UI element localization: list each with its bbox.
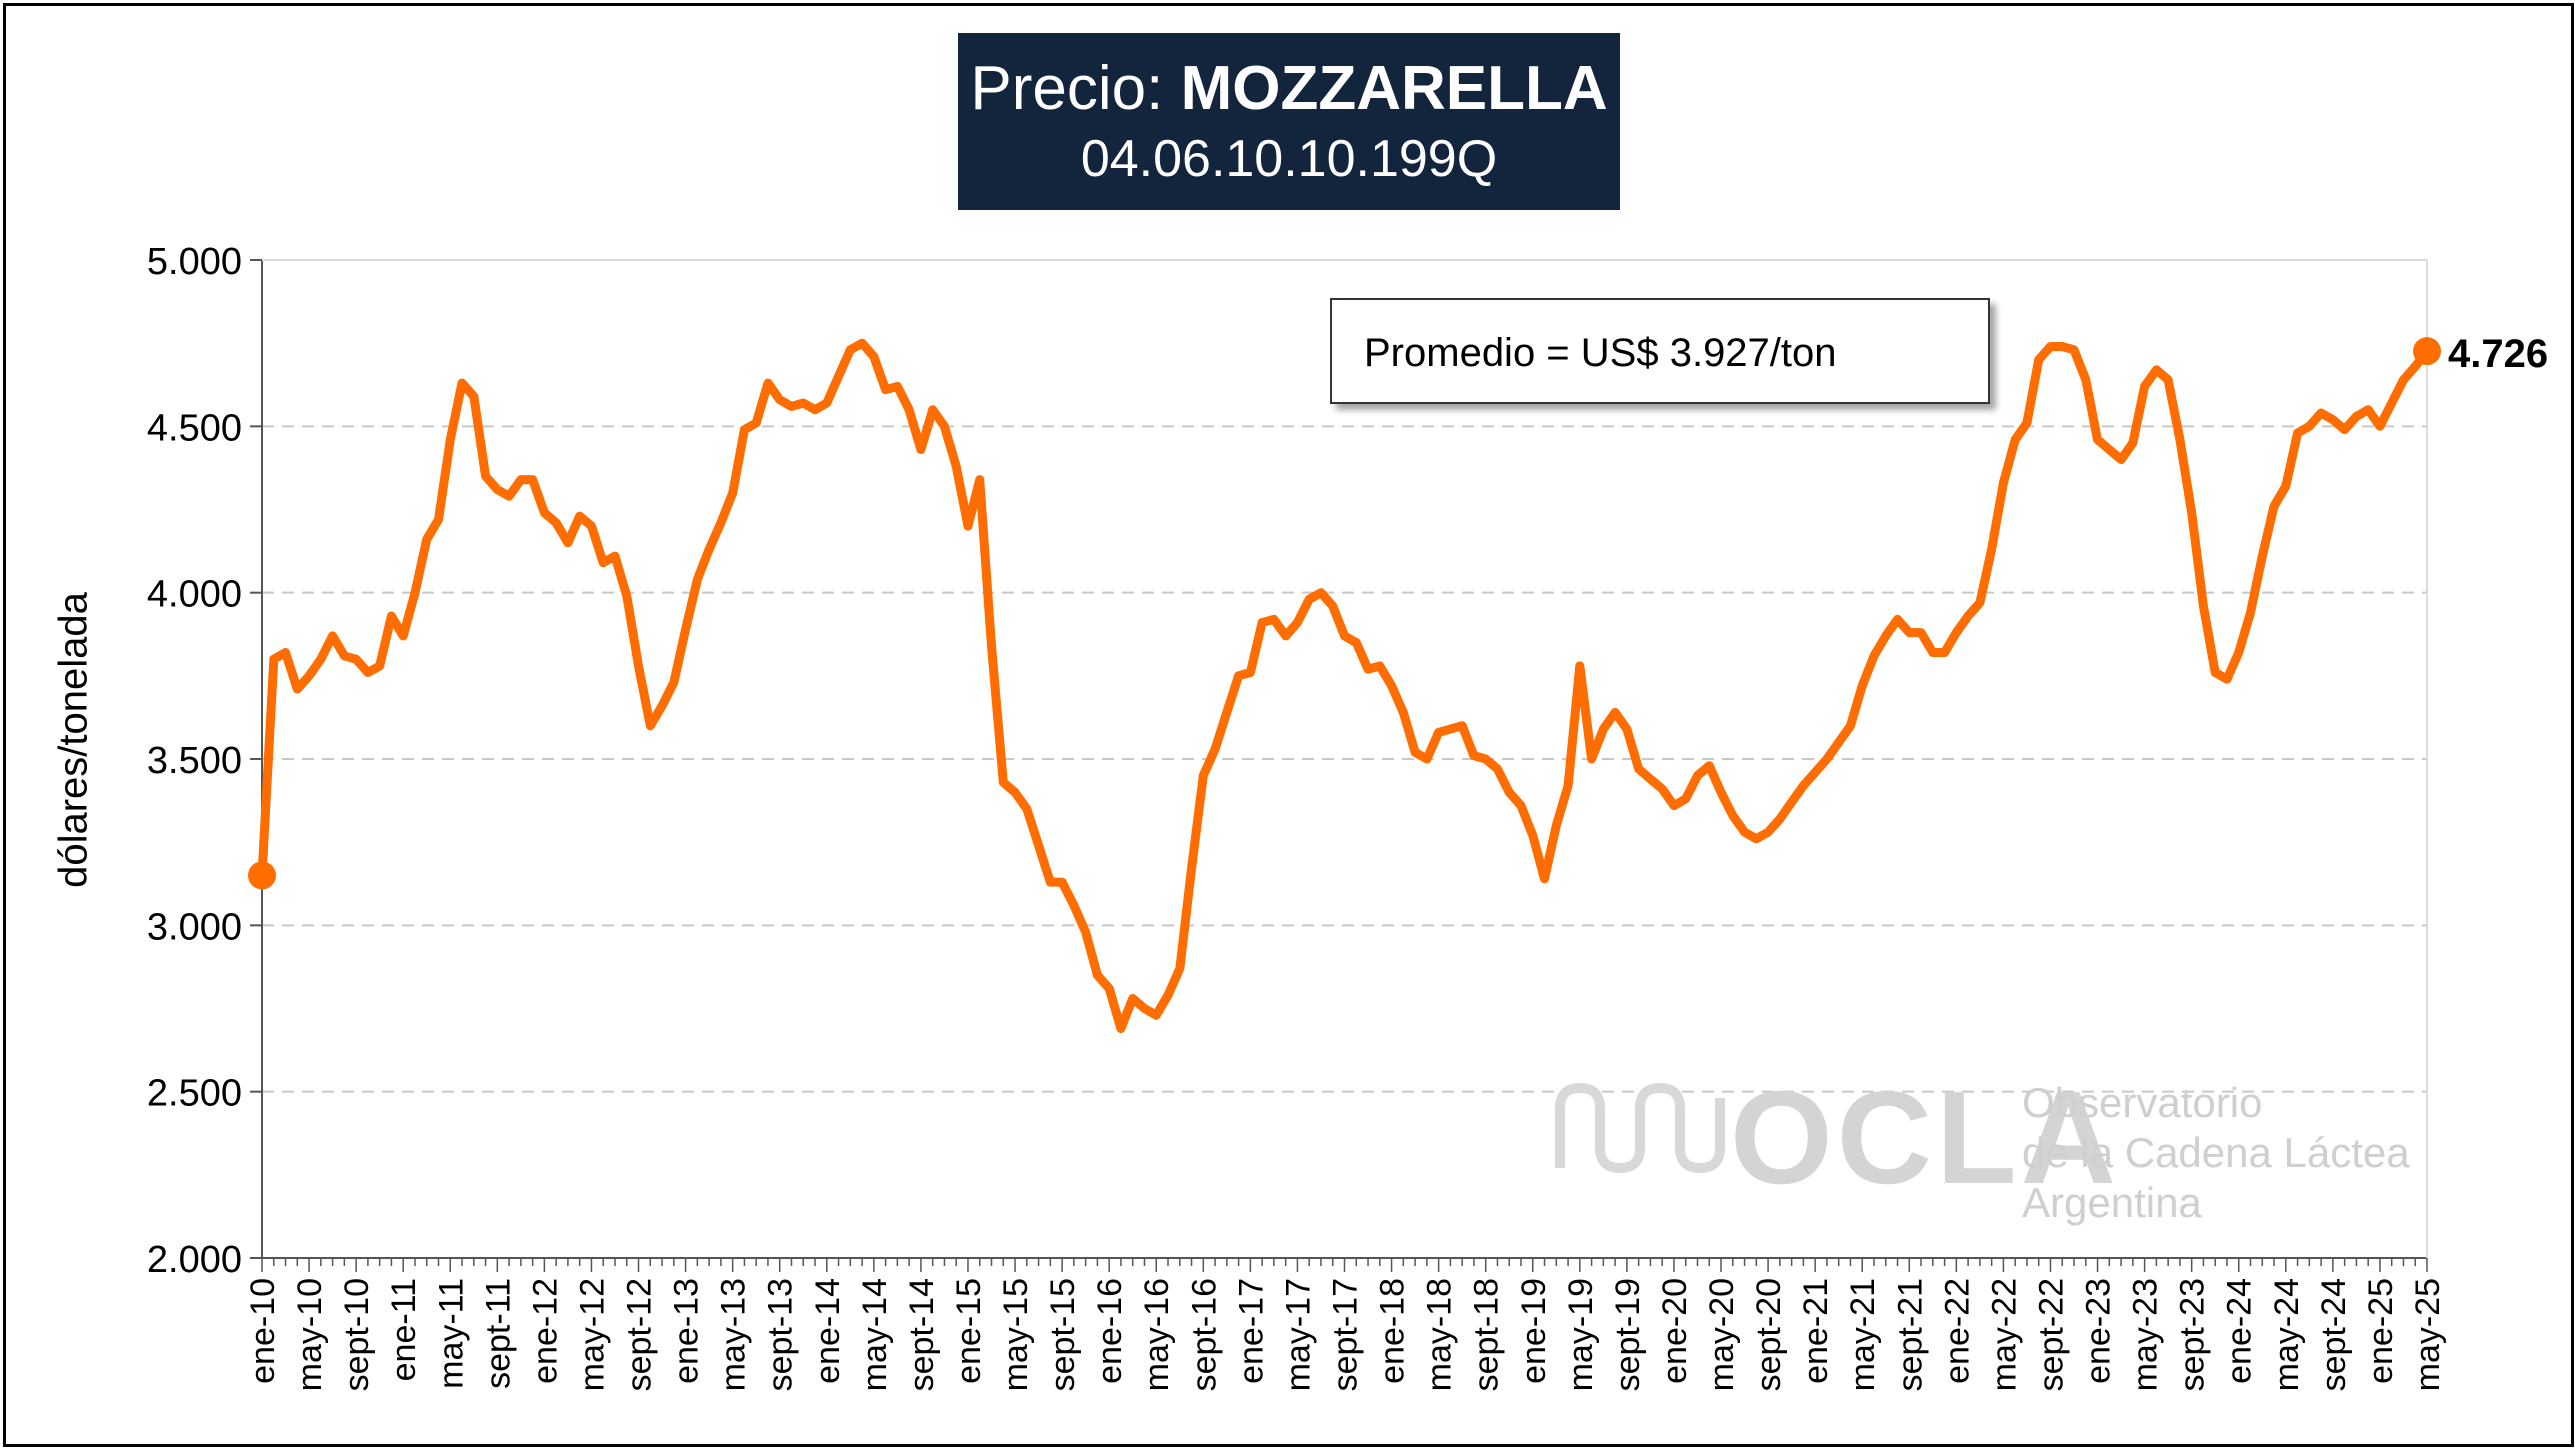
x-tick-label: may-18: [1421, 1278, 1459, 1391]
watermark-waves-icon: [1555, 1082, 1725, 1174]
y-tick-label: 4.000: [147, 574, 242, 616]
x-tick-label: may-13: [715, 1278, 753, 1391]
y-axis-label: dólares/tonelada: [51, 592, 96, 888]
x-tick-label: sept-11: [479, 1278, 517, 1389]
x-tick-label: ene-15: [950, 1278, 988, 1384]
x-tick-label: may-23: [2127, 1278, 2165, 1391]
x-tick-label: sept-14: [903, 1278, 941, 1391]
x-tick-label: may-22: [1985, 1278, 2023, 1391]
chart-title: Precio: MOZZARELLA: [970, 54, 1608, 123]
x-tick-label: ene-10: [244, 1278, 282, 1384]
chart-subtitle: 04.06.10.10.199Q: [1080, 130, 1498, 188]
end-point-marker: [2413, 337, 2441, 366]
x-tick-label: may-14: [856, 1278, 894, 1391]
x-tick-label: ene-17: [1232, 1278, 1270, 1384]
last-value-label: 4.726: [2448, 332, 2549, 376]
y-tick-label: 5.000: [147, 241, 242, 283]
x-tick-label: sept-10: [338, 1278, 376, 1391]
y-tick-label: 2.500: [147, 1073, 242, 1115]
x-tick-label: ene-22: [1938, 1278, 1976, 1384]
watermark-line1: Observatorio: [2022, 1079, 2263, 1126]
y-tick-label: 3.500: [147, 740, 242, 782]
x-tick-label: may-11: [432, 1278, 470, 1389]
x-tick-label: sept-15: [1044, 1278, 1082, 1391]
x-tick-label: ene-12: [526, 1278, 564, 1384]
x-tick-label: sept-12: [621, 1278, 659, 1391]
chart-frame: [3, 3, 2574, 1447]
x-tick-label: ene-13: [668, 1278, 706, 1384]
watermark-line2: de la Cadena Láctea: [2022, 1129, 2410, 1176]
x-tick-label: may-15: [997, 1278, 1035, 1391]
x-tick-label: sept-16: [1185, 1278, 1223, 1391]
average-annotation: Promedio = US$ 3.927/ton: [1330, 298, 1990, 404]
x-tick-label: ene-18: [1374, 1278, 1412, 1384]
x-tick-label: ene-25: [2362, 1278, 2400, 1384]
x-tick-label: sept-21: [1891, 1278, 1929, 1391]
x-tick-label: ene-24: [2221, 1278, 2259, 1384]
start-point-marker: [248, 861, 276, 890]
x-tick-label: ene-23: [2080, 1278, 2118, 1384]
x-tick-label: may-16: [1138, 1278, 1176, 1391]
x-tick-label: sept-19: [1609, 1278, 1647, 1391]
y-tick-label: 4.500: [147, 407, 242, 449]
x-tick-label: sept-23: [2174, 1278, 2212, 1391]
x-tick-label: sept-17: [1327, 1278, 1365, 1391]
y-tick-label: 3.000: [147, 906, 242, 948]
x-tick-label: sept-24: [2315, 1278, 2353, 1391]
chart-title-box: Precio: MOZZARELLA 04.06.10.10.199Q: [958, 33, 1620, 210]
x-tick-label: may-17: [1279, 1278, 1317, 1391]
x-tick-label: may-12: [573, 1278, 611, 1391]
x-tick-label: may-20: [1703, 1278, 1741, 1391]
x-tick-label: may-10: [291, 1278, 329, 1391]
x-tick-label: sept-22: [2032, 1278, 2070, 1391]
x-tick-label: sept-20: [1750, 1278, 1788, 1391]
watermark-line3: Argentina: [2022, 1179, 2202, 1226]
x-tick-label: sept-13: [762, 1278, 800, 1391]
x-tick-label: ene-11: [385, 1278, 423, 1381]
x-tick-label: sept-18: [1468, 1278, 1506, 1391]
x-tick-label: ene-20: [1656, 1278, 1694, 1384]
x-tick-label: ene-14: [809, 1278, 847, 1384]
x-tick-label: may-24: [2268, 1278, 2306, 1391]
watermark-logo: OCLA: [1730, 1064, 2120, 1211]
x-tick-label: may-25: [2409, 1278, 2447, 1391]
x-tick-label: ene-19: [1515, 1278, 1553, 1384]
series-line: [257, 338, 2432, 1033]
x-tick-label: may-19: [1562, 1278, 1600, 1391]
y-tick-label: 2.000: [147, 1239, 242, 1281]
x-tick-label: ene-21: [1797, 1278, 1835, 1384]
x-tick-label: ene-16: [1091, 1278, 1129, 1384]
x-tick-label: may-21: [1844, 1278, 1882, 1391]
